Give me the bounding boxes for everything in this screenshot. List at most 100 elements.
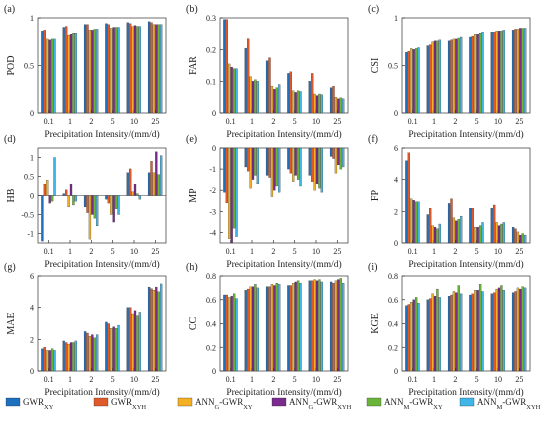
y-tick-label: -1: [27, 230, 34, 239]
y-axis-label: FAR: [188, 56, 199, 75]
x-tick-label: 10: [130, 247, 138, 256]
x-tick-label: 10: [494, 375, 502, 384]
x-tick-label: 5: [293, 117, 297, 126]
y-tick-label: 1: [30, 154, 34, 163]
bar: [244, 290, 247, 372]
x-tick-label: 2: [89, 117, 93, 126]
bar: [223, 147, 226, 193]
bar: [268, 147, 271, 178]
x-tick-label: 5: [293, 247, 297, 256]
x-tick-label: 5: [111, 117, 115, 126]
bar: [414, 201, 418, 244]
bar: [493, 292, 496, 372]
bar: [150, 161, 153, 196]
bar: [511, 30, 515, 114]
bar: [436, 40, 439, 114]
bar: [48, 350, 51, 372]
bar: [133, 183, 137, 196]
bar: [299, 147, 302, 187]
y-tick-label: 0.5: [388, 62, 398, 71]
x-tick-label: 10: [312, 117, 320, 126]
bar: [93, 337, 96, 372]
bar: [225, 294, 228, 372]
bar: [270, 284, 274, 372]
bar: [46, 180, 49, 196]
panel-h: (h) 0 0.2 0.4 0.6 0.8 CC Precipitation Intensit…: [186, 262, 349, 398]
bar: [495, 222, 498, 244]
bar: [417, 201, 420, 244]
bar: [457, 285, 460, 372]
bar: [62, 340, 65, 372]
bar: [334, 97, 338, 114]
bar: [74, 340, 77, 372]
y-axis-label: MAE: [6, 312, 17, 334]
bar: [88, 30, 92, 114]
bar: [228, 147, 231, 239]
bar: [65, 189, 68, 196]
panel-label: (b): [186, 4, 198, 15]
x-tick-label: 2: [453, 375, 457, 384]
legend-item: ANNG-GWRXYH: [271, 397, 352, 411]
bar: [256, 81, 259, 114]
x-tick-label: 10: [312, 247, 320, 256]
bar: [516, 29, 520, 114]
bar: [235, 298, 238, 372]
bar: [91, 195, 94, 215]
bar: [91, 334, 94, 372]
bar: [412, 200, 415, 244]
bar: [126, 172, 129, 196]
bar: [457, 219, 460, 244]
bar: [147, 21, 151, 114]
bar: [41, 195, 44, 242]
bar: [334, 147, 338, 174]
bar: [447, 203, 451, 244]
bar: [105, 321, 108, 372]
axes-frame: [219, 17, 349, 114]
bar: [320, 147, 323, 193]
bar: [452, 217, 456, 244]
bar: [67, 343, 70, 372]
bar: [431, 225, 434, 244]
bar: [228, 63, 231, 114]
x-axis-label: Precipitation Intensity/(mm/d): [44, 129, 159, 140]
legend-item: ANNM-GWRXYH: [459, 397, 541, 411]
bar: [107, 195, 110, 204]
x-tick-label: 0.1: [44, 375, 54, 384]
bar: [107, 323, 110, 372]
y-tick-label: 2: [394, 207, 398, 216]
y-tick-label: 6: [394, 144, 398, 153]
bar: [93, 29, 96, 114]
panel-f: (f) 0 2 4 6 FP Precipitation Intensity/(mm/d) 0…: [368, 134, 531, 270]
bar: [511, 292, 515, 372]
bar: [497, 225, 501, 244]
x-tick-label: 5: [475, 375, 479, 384]
y-axis-label: HB: [6, 188, 17, 202]
bar: [88, 195, 92, 240]
bar: [313, 279, 316, 372]
bar: [524, 234, 527, 244]
x-tick-label: 25: [151, 375, 159, 384]
bar: [96, 195, 99, 227]
y-tick-label: 0.3: [206, 14, 216, 23]
bar: [342, 147, 345, 168]
x-tick-label: 2: [89, 247, 93, 256]
panel-i: (i) 0 0.2 0.4 0.6 0.8 KGE Precipitation Intensi…: [368, 262, 531, 398]
bar: [471, 35, 474, 114]
x-tick-label: 0.1: [408, 375, 418, 384]
bar: [254, 147, 257, 176]
panel-c: (c) 0 0.5 1 CSI Precipitation Intensity/(mm/d…: [368, 4, 531, 140]
bar: [405, 305, 408, 372]
panel-label: (d): [4, 134, 16, 145]
bar: [50, 38, 54, 114]
bar: [117, 195, 120, 215]
bar: [292, 283, 295, 372]
bar: [519, 288, 522, 372]
bar: [244, 47, 247, 114]
bar: [131, 26, 134, 114]
legend: GWRXY GWRXYH ANNG-GWRXY ANNG-GWRXYH ANNM-GWR…: [5, 397, 541, 411]
x-tick-label: 1: [250, 247, 254, 256]
axes-frame: [401, 17, 531, 114]
bar: [126, 307, 129, 372]
bar: [287, 73, 290, 114]
bar: [96, 29, 99, 114]
